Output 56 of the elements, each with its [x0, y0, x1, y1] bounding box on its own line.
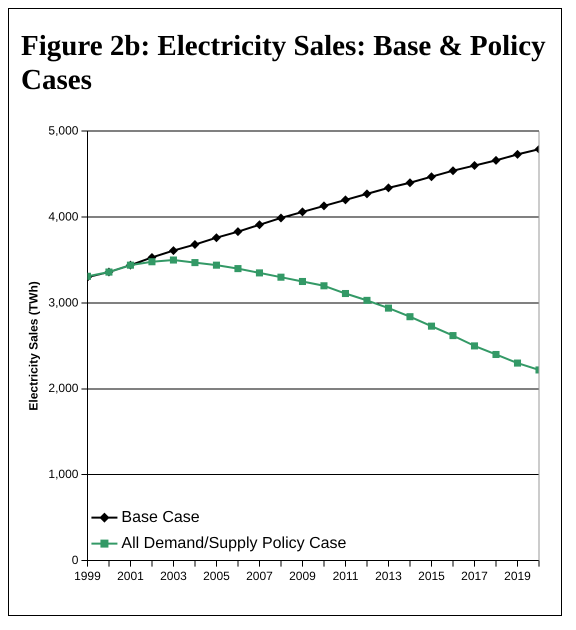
legend-label: All Demand/Supply Policy Case [121, 535, 347, 552]
point [384, 304, 392, 312]
point [426, 172, 436, 182]
point [384, 183, 393, 192]
x-tick-label: 2015 [418, 569, 446, 584]
point [212, 262, 220, 269]
point [470, 342, 478, 350]
point [342, 290, 350, 298]
x-tick-label: 2013 [375, 569, 402, 584]
y-tick-label: 1,000 [48, 467, 79, 482]
point [449, 332, 457, 340]
point [406, 313, 414, 320]
point [276, 213, 286, 222]
x-tick-label: 1999 [74, 569, 102, 584]
point [362, 189, 372, 198]
y-tick-label: 0 [72, 552, 79, 567]
point [340, 195, 350, 204]
chart-title: Figure 2b: Electricity Sales: Base & Policy Cases [20, 29, 547, 97]
x-tick-label: 2007 [246, 569, 274, 584]
point [514, 360, 522, 367]
point [191, 259, 198, 266]
y-tick-label: 3,000 [48, 295, 79, 310]
point [405, 178, 414, 188]
x-tick-label: 2011 [332, 569, 359, 584]
point [512, 150, 522, 159]
x-tick-label: 2017 [461, 569, 488, 584]
point [319, 201, 328, 210]
y-tick-label: 2,000 [48, 381, 79, 396]
x-tick-label: 2019 [504, 569, 532, 584]
point [448, 166, 458, 176]
y-tick-label: 5,000 [48, 124, 79, 138]
y-tick-label: 4,000 [48, 209, 79, 224]
point [254, 220, 264, 230]
legend-label: Base Case [121, 509, 200, 526]
point [170, 256, 177, 264]
point [320, 282, 328, 290]
point [298, 207, 307, 216]
x-tick-label: 2001 [117, 569, 144, 584]
point [212, 233, 221, 242]
point [492, 350, 500, 358]
point [491, 156, 500, 165]
x-tick-label: 2009 [289, 569, 316, 584]
point [190, 240, 200, 250]
point [470, 161, 479, 170]
point [428, 322, 436, 330]
point [168, 246, 178, 256]
x-tick-label: 2005 [203, 569, 230, 584]
point [363, 296, 371, 304]
point [256, 269, 263, 276]
point [148, 258, 156, 266]
x-tick-label: 2003 [160, 569, 188, 584]
y-axis-title: Electricity Sales (TWh) [26, 281, 41, 411]
point [233, 227, 242, 236]
point [277, 274, 284, 281]
point [298, 278, 306, 286]
point [234, 265, 242, 272]
